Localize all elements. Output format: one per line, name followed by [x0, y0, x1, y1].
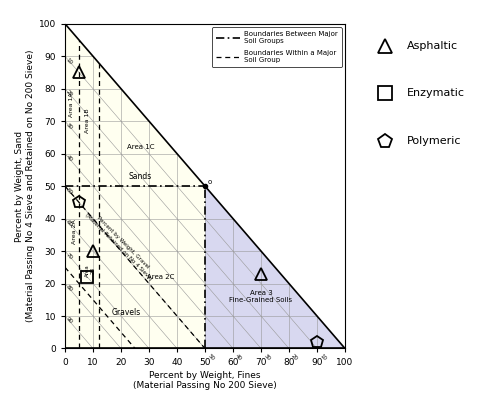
- Legend: Boundaries Between Major
Soil Groups, Boundaries Within a Major
Soil Group: Boundaries Between Major Soil Groups, Bo…: [212, 27, 342, 67]
- Y-axis label: Percent by Weight, Sand
(Material Passing No 4 Sieve and Retained on No 200 Siev: Percent by Weight, Sand (Material Passin…: [15, 50, 34, 322]
- Text: 80: 80: [65, 284, 74, 293]
- Text: 50: 50: [206, 353, 215, 362]
- Text: Sands: Sands: [129, 172, 152, 181]
- Polygon shape: [205, 186, 345, 348]
- Text: Percent by Weight, Gravel
(Material Retained on No 4 Sieve): Percent by Weight, Gravel (Material Reta…: [84, 208, 158, 281]
- Text: Polymeric: Polymeric: [406, 135, 461, 146]
- Text: 70: 70: [65, 252, 74, 260]
- Text: Area 2C: Area 2C: [146, 274, 174, 280]
- Text: 30: 30: [65, 122, 74, 130]
- Text: Area 1B: Area 1B: [85, 109, 90, 133]
- X-axis label: Percent by Weight, Fines
(Material Passing No 200 Sieve): Percent by Weight, Fines (Material Passi…: [133, 371, 277, 390]
- Text: 50: 50: [65, 187, 74, 195]
- Text: Enzymatic: Enzymatic: [406, 88, 465, 98]
- Text: 20: 20: [290, 353, 299, 362]
- Text: Area 3
Fine-Grained Soils: Area 3 Fine-Grained Soils: [230, 290, 292, 303]
- Text: o: o: [208, 179, 212, 185]
- Text: 20: 20: [65, 89, 74, 98]
- Text: 10: 10: [65, 57, 74, 65]
- Text: Gravels: Gravels: [112, 308, 141, 317]
- Text: Area 1A: Area 1A: [68, 93, 73, 117]
- Text: Asphaltic: Asphaltic: [406, 40, 458, 51]
- Text: Area 2A: Area 2A: [72, 219, 78, 244]
- Text: 90: 90: [65, 317, 74, 325]
- Text: Area 1C: Area 1C: [127, 144, 154, 150]
- Text: 40: 40: [234, 353, 243, 362]
- Text: Area
2B: Area 2B: [85, 264, 96, 277]
- Text: 60: 60: [65, 219, 74, 228]
- Polygon shape: [65, 24, 205, 348]
- Text: 10: 10: [318, 353, 327, 362]
- Text: 30: 30: [262, 353, 271, 362]
- Text: 40: 40: [65, 154, 74, 163]
